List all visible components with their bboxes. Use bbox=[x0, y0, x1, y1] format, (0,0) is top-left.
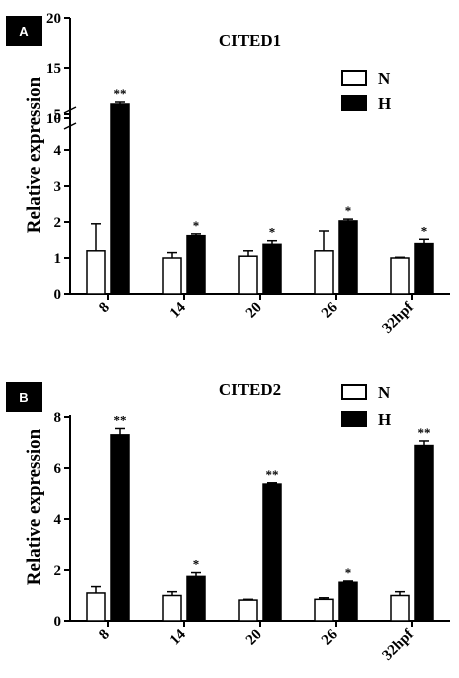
bar-n bbox=[390, 257, 410, 295]
panel-b-legend-label-n: N bbox=[378, 383, 391, 402]
bar-n bbox=[314, 250, 334, 295]
panel-b-y-axis-label: Relative expression bbox=[24, 428, 45, 585]
bar-n bbox=[238, 255, 258, 295]
x-tick-label: 14 bbox=[167, 299, 189, 321]
bar-h bbox=[414, 444, 434, 622]
panel-b-bars: ******** bbox=[86, 412, 434, 622]
bar-n bbox=[314, 598, 334, 622]
axis-break-mark bbox=[63, 106, 77, 114]
panel-b-title: CITED2 bbox=[219, 380, 281, 399]
y-tick-label: 2 bbox=[54, 215, 62, 231]
panel-b-legend-swatch-n bbox=[341, 384, 367, 400]
panel-b-legend-swatch-h bbox=[341, 411, 367, 427]
panel-a-legend-swatch-n bbox=[341, 70, 367, 86]
axis-break-mark bbox=[63, 122, 77, 130]
y-tick-label: 5 bbox=[54, 107, 62, 123]
y-tick-label: 4 bbox=[54, 512, 62, 528]
y-tick-label: 0 bbox=[54, 614, 62, 630]
panel-a-y-axis-label: Relative expression bbox=[24, 76, 45, 233]
panel-a-legend-swatch-h bbox=[341, 95, 367, 111]
bar-h bbox=[262, 243, 282, 295]
bar-h bbox=[186, 575, 206, 622]
bar-h bbox=[338, 220, 358, 295]
bar-h bbox=[262, 483, 282, 622]
x-tick-label: 14 bbox=[167, 626, 189, 648]
panel-a-legend-label-h: H bbox=[378, 94, 391, 113]
y-tick-label: 3 bbox=[54, 179, 62, 195]
y-tick-label: 1 bbox=[54, 251, 62, 267]
x-tick-label: 32hpf bbox=[380, 626, 418, 664]
significance-label: * bbox=[269, 225, 276, 240]
y-tick-label: 2 bbox=[54, 563, 62, 579]
y-tick-label: 4 bbox=[54, 143, 62, 159]
panel-b-label: B bbox=[19, 390, 28, 405]
y-tick-label: 10 bbox=[46, 111, 61, 127]
x-tick-label: 8 bbox=[96, 627, 113, 644]
significance-label: * bbox=[345, 203, 352, 218]
y-tick-label: 8 bbox=[54, 410, 62, 426]
panel-b: B CITED2 Relative expression 0 2 4 6 8 8 14 20 2… bbox=[6, 380, 450, 664]
bar-n bbox=[162, 594, 182, 622]
significance-label: * bbox=[421, 223, 428, 238]
significance-label: ** bbox=[418, 425, 431, 440]
panel-a-legend-label-n: N bbox=[378, 69, 391, 88]
x-tick-label: 32hpf bbox=[380, 299, 418, 337]
panel-a-title: CITED1 bbox=[219, 31, 281, 50]
y-tick-label: 6 bbox=[54, 461, 62, 477]
y-tick-label: 20 bbox=[46, 11, 61, 27]
bar-n bbox=[390, 594, 410, 622]
x-tick-label: 26 bbox=[319, 299, 341, 321]
significance-label: * bbox=[345, 565, 352, 580]
bar-n bbox=[162, 257, 182, 295]
panel-a-legend: N H bbox=[341, 69, 391, 113]
panel-a: A CITED1 Relative expression 0 1 2 3 4 510 15 2… bbox=[6, 11, 450, 337]
bar-n bbox=[86, 592, 106, 622]
bar-h bbox=[110, 434, 130, 622]
bar-n bbox=[238, 599, 258, 622]
x-tick-label: 26 bbox=[319, 626, 341, 648]
significance-label: * bbox=[193, 218, 200, 233]
significance-label: ** bbox=[114, 86, 127, 101]
bar-h bbox=[186, 234, 206, 295]
panel-b-legend-label-h: H bbox=[378, 410, 391, 429]
panel-b-legend: N H bbox=[341, 383, 391, 429]
panel-a-bars: *** *** bbox=[86, 86, 434, 295]
y-tick-label: 0 bbox=[54, 287, 62, 303]
y-tick-label: 15 bbox=[46, 61, 61, 77]
bar-h bbox=[414, 242, 434, 295]
bar-h bbox=[110, 103, 130, 295]
x-tick-label: 20 bbox=[243, 300, 265, 322]
bar-n bbox=[86, 250, 106, 295]
significance-label: ** bbox=[266, 467, 279, 482]
panel-a-label: A bbox=[19, 24, 29, 39]
significance-label: ** bbox=[114, 412, 127, 427]
panel-a-badge bbox=[6, 16, 42, 46]
x-tick-label: 8 bbox=[96, 300, 113, 317]
bar-h bbox=[338, 581, 358, 622]
panel-b-badge bbox=[6, 382, 42, 412]
significance-label: * bbox=[193, 557, 200, 572]
x-tick-label: 20 bbox=[243, 627, 265, 649]
